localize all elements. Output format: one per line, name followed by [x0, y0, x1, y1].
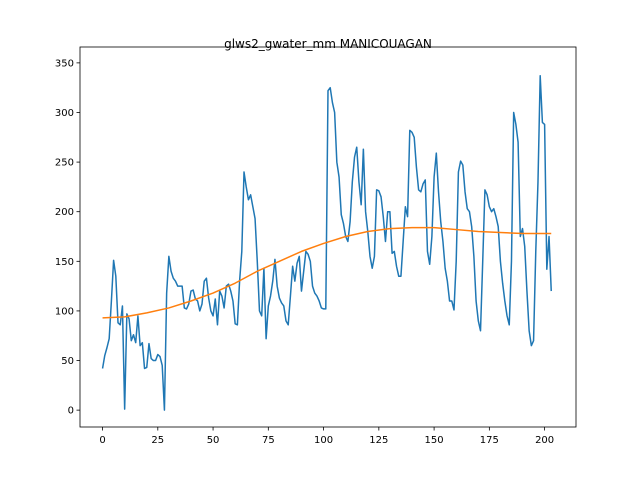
- y-tick-label: 250: [55, 158, 74, 169]
- chart-title: glws2_gwater_mm MANICOUAGAN: [224, 37, 432, 51]
- y-tick-label: 200: [55, 207, 74, 218]
- y-tick-label: 150: [55, 257, 74, 268]
- x-tick-label: 25: [151, 435, 164, 446]
- y-tick-label: 300: [55, 108, 74, 119]
- x-tick-label: 150: [425, 435, 444, 446]
- x-tick-label: 175: [480, 435, 499, 446]
- x-tick-label: 75: [262, 435, 275, 446]
- y-tick-label: 350: [55, 58, 74, 69]
- line-series: [102, 226, 552, 319]
- line-series: [101, 75, 552, 411]
- x-tick-label: 200: [535, 435, 554, 446]
- y-tick-label: 100: [55, 306, 74, 317]
- plot-frame: [79, 46, 577, 428]
- y-tick-label: 50: [61, 356, 74, 367]
- x-tick-label: 50: [207, 435, 220, 446]
- x-tick-label: 125: [369, 435, 388, 446]
- x-tick-label: 100: [314, 435, 333, 446]
- x-tick-label: 0: [99, 435, 105, 446]
- y-tick-label: 0: [68, 406, 74, 417]
